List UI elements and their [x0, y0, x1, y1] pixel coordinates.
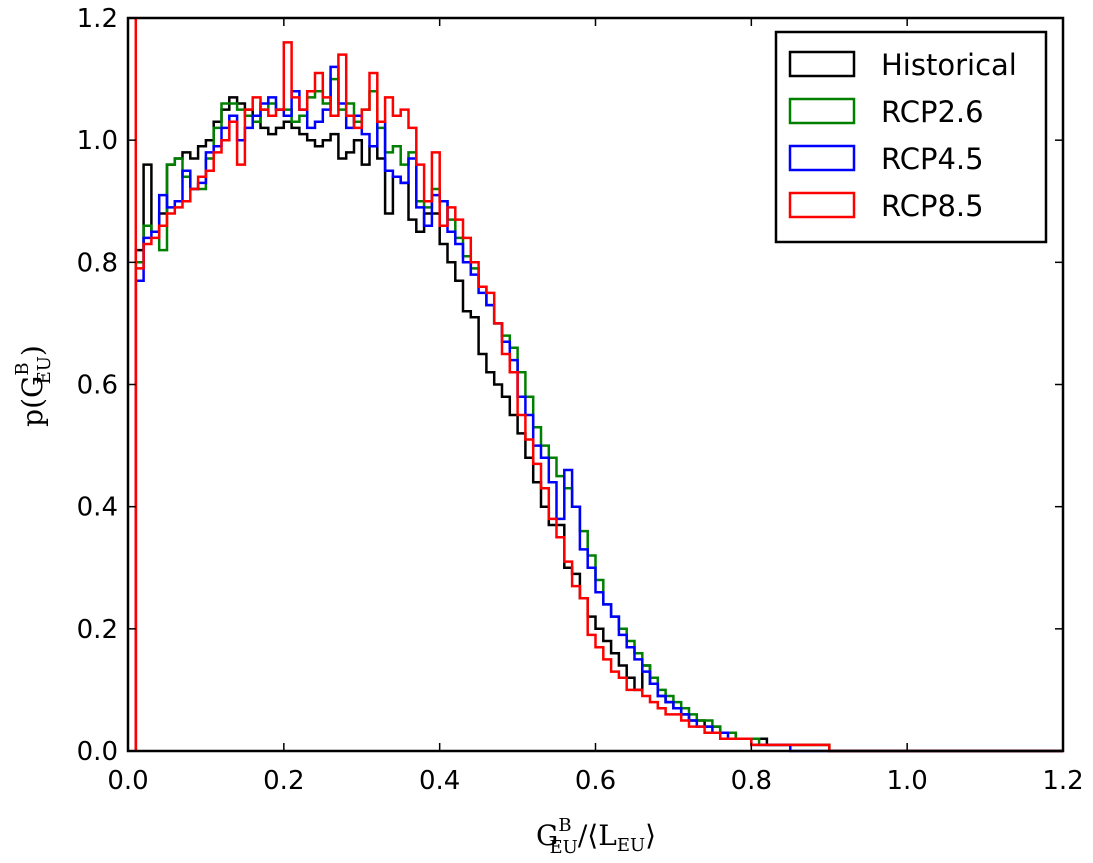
legend-label: RCP2.6: [881, 95, 984, 129]
legend-swatch: [788, 191, 856, 219]
legend-frame: [774, 30, 1048, 244]
y-tick-label: 1.2: [77, 4, 118, 34]
y-tick-label: 0.0: [77, 737, 118, 767]
y-tick-label: 0.8: [77, 248, 118, 278]
series-rcp8-5: [134, 41, 1063, 753]
legend-label: RCP4.5: [881, 142, 984, 176]
y-tick-label: 1.0: [77, 126, 118, 156]
y-tick-label: 0.4: [77, 493, 118, 523]
y-tick-label: 0.2: [77, 615, 118, 645]
plot-frame: [126, 16, 1065, 753]
legend-label: Historical: [881, 48, 1017, 82]
legend-items: Historical RCP2.6 RCP4.5 RCP8.5: [788, 48, 1017, 223]
legend-swatch: [788, 50, 856, 78]
y-axis-label: p(GBEU): [12, 345, 55, 427]
legend-swatch: [788, 97, 856, 125]
x-tick-label: 0.8: [731, 766, 772, 796]
legend-swatch: [788, 144, 856, 172]
x-tick-label: 0.2: [263, 766, 304, 796]
x-tick-label: 0.4: [419, 766, 460, 796]
x-tick-label: 0.6: [575, 766, 616, 796]
series-layer: [134, 18, 1063, 753]
legend: Historical RCP2.6 RCP4.5 RCP8.5: [774, 30, 1048, 244]
y-tick-label: 0.6: [77, 371, 118, 401]
x-tick-label: 1.2: [1042, 766, 1083, 796]
x-axis-label: GB EU/⟨LEU⟩: [536, 815, 656, 858]
x-tick-label: 1.0: [886, 766, 927, 796]
x-tick-label: 0.0: [107, 766, 148, 796]
legend-label: RCP8.5: [881, 189, 984, 223]
ticks-layer: 0.0 0.2 0.4 0.6 0.8 1.0 1.2 0.0 0.2 0.4 0.6 0.8 1.0 1…: [77, 4, 1084, 796]
